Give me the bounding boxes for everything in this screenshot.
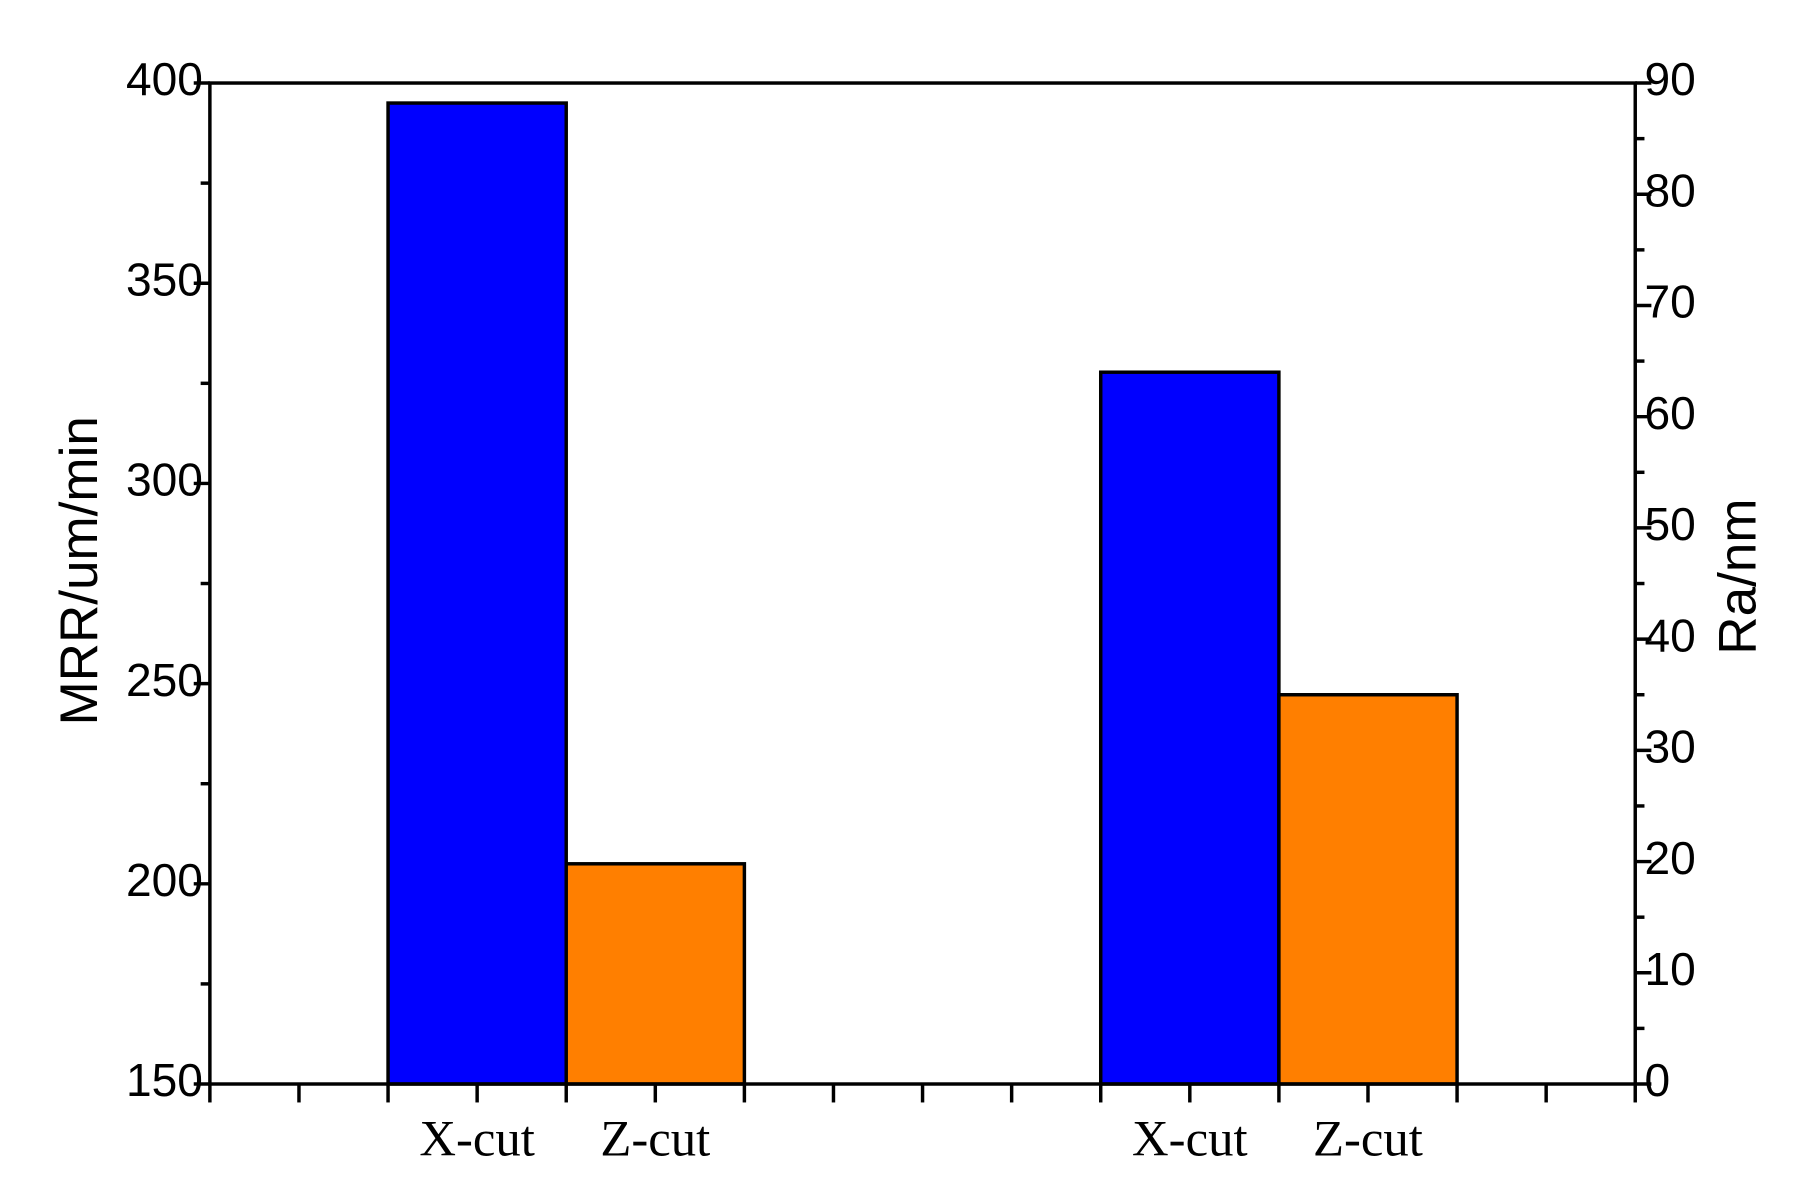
y-axis-title: MRR/um/min <box>50 416 109 725</box>
y-tick-label: 400 <box>126 53 203 105</box>
y2-tick-label: 60 <box>1644 387 1695 439</box>
y-tick-label: 250 <box>126 654 203 706</box>
y2-tick-label: 10 <box>1644 943 1695 995</box>
x-tick-label: X-cut <box>1132 1111 1248 1167</box>
x-tick-label: Z-cut <box>1313 1111 1423 1167</box>
y2-tick-label: 20 <box>1644 832 1695 884</box>
plot: MRR/um/min Ra/nm 150 200 250 300 350 400 0 10 20… <box>50 53 1767 1166</box>
y2-tick-label: 0 <box>1644 1054 1670 1106</box>
y-tick-label: 300 <box>126 454 203 506</box>
y2-tick-label: 70 <box>1644 276 1695 328</box>
x-tick-label: Z-cut <box>600 1111 710 1167</box>
bar <box>1098 370 1281 1086</box>
y2-axis-title: Ra/nm <box>1708 498 1767 654</box>
y-tick-label: 200 <box>126 854 203 906</box>
y2-tick-label: 90 <box>1644 53 1695 105</box>
x-tick-label: X-cut <box>419 1111 535 1167</box>
y-tick-label: 350 <box>126 253 203 305</box>
y2-tick-label: 50 <box>1644 498 1695 550</box>
y2-tick-label: 40 <box>1644 609 1695 661</box>
plot-frame <box>208 81 1637 1086</box>
y2-tick-label: 30 <box>1644 721 1695 773</box>
y2-tick-label: 80 <box>1644 164 1695 216</box>
bar <box>564 862 747 1086</box>
bar <box>386 101 568 1086</box>
y-tick-label: 150 <box>126 1054 203 1106</box>
bar <box>1277 693 1459 1086</box>
